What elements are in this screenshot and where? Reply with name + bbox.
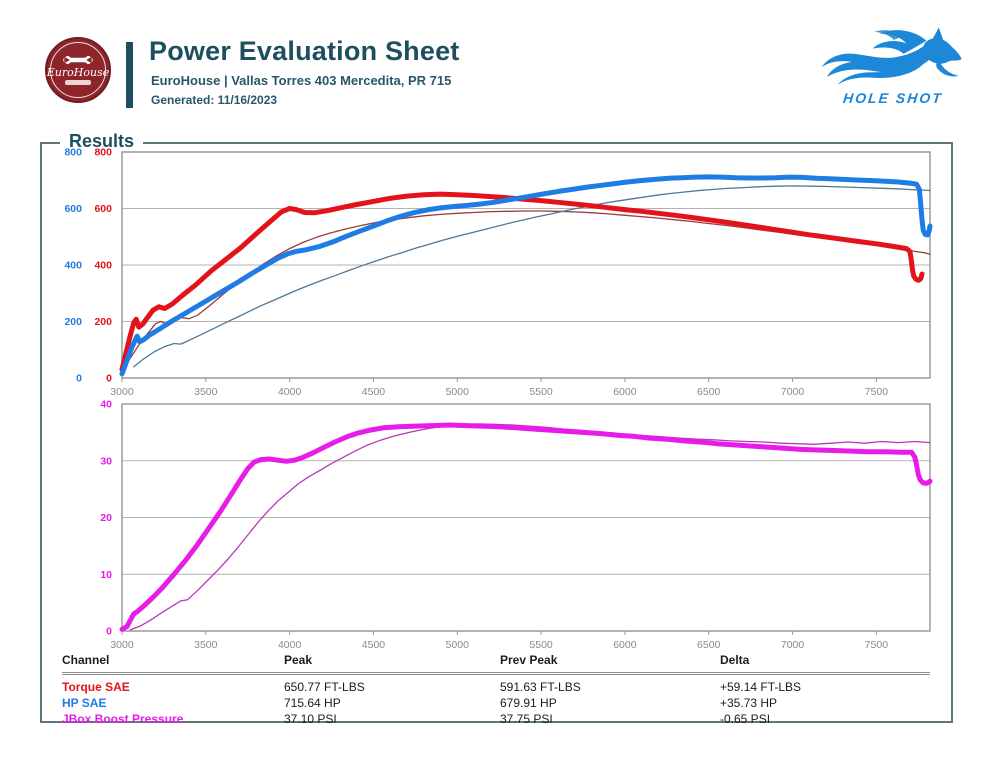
shop-address: EuroHouse | Vallas Torres 403 Mercedita,… xyxy=(151,73,452,88)
results-table: Channel Peak Prev Peak Delta Torque SAE 6… xyxy=(62,652,930,727)
table-row: HP SAE 715.64 HP 679.91 HP +35.73 HP xyxy=(62,695,930,711)
table-header-row: Channel Peak Prev Peak Delta xyxy=(62,652,930,675)
header: EuroHouse Power Evaluation Sheet EuroHou… xyxy=(0,0,1000,125)
logo-ring xyxy=(50,42,106,98)
cell-channel: HP SAE xyxy=(62,696,107,710)
cell-prev_peak: 37.75 PSI xyxy=(500,712,553,726)
cell-peak: 715.64 HP xyxy=(284,696,341,710)
col-header-peak: Peak xyxy=(284,653,313,667)
col-header-delta: Delta xyxy=(720,653,750,667)
eurohouse-logo: EuroHouse xyxy=(45,37,111,103)
results-section: Results xyxy=(40,131,953,723)
holeshot-logo-text: HOLE SHOT xyxy=(842,90,944,106)
cell-delta: +35.73 HP xyxy=(720,696,778,710)
col-header-channel: Channel xyxy=(62,653,110,667)
table-row: Torque SAE 650.77 FT-LBS 591.63 FT-LBS +59.… xyxy=(62,679,930,695)
table-row: JBox Boost Pressure 37.10 PSI 37.75 PSI -0.… xyxy=(62,711,930,727)
cell-peak: 37.10 PSI xyxy=(284,712,337,726)
logo-script-text: EuroHouse xyxy=(46,66,110,79)
results-legend: Results xyxy=(60,131,144,152)
holeshot-horse-icon xyxy=(821,27,962,85)
cell-prev_peak: 679.91 HP xyxy=(500,696,557,710)
cell-peak: 650.77 FT-LBS xyxy=(284,680,365,694)
cell-delta: -0.65 PSI xyxy=(720,712,771,726)
col-header-prevpeak: Prev Peak xyxy=(500,653,558,667)
wrench-icon xyxy=(63,55,93,65)
cell-channel: Torque SAE xyxy=(62,680,130,694)
cell-delta: +59.14 FT-LBS xyxy=(720,680,802,694)
cell-prev_peak: 591.63 FT-LBS xyxy=(500,680,581,694)
title-accent-bar xyxy=(126,42,133,108)
cell-channel: JBox Boost Pressure xyxy=(62,712,184,726)
page-title: Power Evaluation Sheet xyxy=(149,36,460,66)
generated-date: Generated: 11/16/2023 xyxy=(151,93,278,107)
logo-band xyxy=(65,80,91,85)
